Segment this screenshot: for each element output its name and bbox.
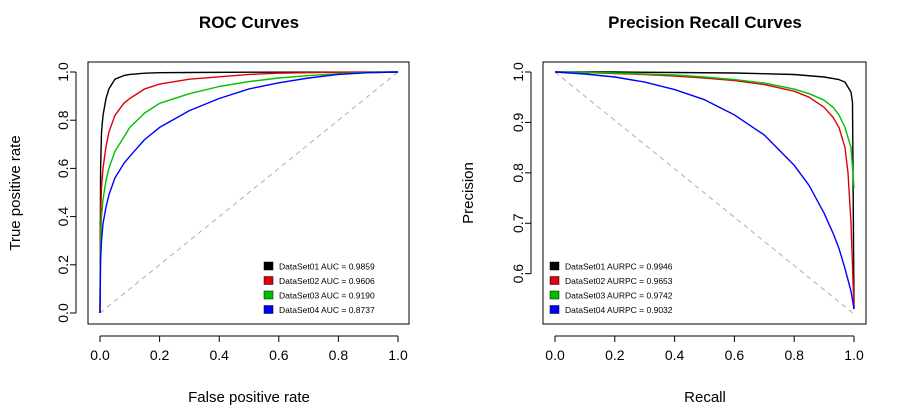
pr-series-line-dataset03 — [554, 71, 855, 189]
pr-reference-diagonal — [554, 71, 855, 315]
pr-x-tick-label: 0.0 — [545, 347, 565, 363]
roc-plot-frame — [87, 61, 410, 325]
roc-legend-entry: DataSet03 AUC = 0.9190 — [279, 291, 375, 301]
pr-legend-entry: DataSet04 AURPC = 0.9032 — [565, 305, 673, 315]
pr-series-line-dataset04 — [554, 71, 855, 310]
roc-legend-swatch — [263, 305, 274, 314]
pr-legend-swatch — [549, 276, 560, 285]
roc-legend: DataSet01 AUC = 0.9859 DataSet02 AUC = 0.… — [263, 261, 375, 315]
roc-y-tick-label: 0.8 — [55, 110, 71, 130]
roc-series-line-dataset02 — [99, 71, 399, 314]
roc-x-tick-label: 1.0 — [388, 347, 408, 363]
roc-y-tick-label: 0.0 — [55, 303, 71, 323]
pr-legend-swatch — [549, 261, 560, 271]
pr-plot-frame — [542, 61, 867, 325]
roc-series-line-dataset03 — [99, 71, 399, 314]
roc-chart: ROC Curves False positive rate True posi… — [7, 13, 410, 406]
pr-x-tick-label: 0.4 — [665, 347, 685, 363]
pr-legend: DataSet01 AURPC = 0.9946 DataSet02 AURPC … — [549, 261, 673, 315]
roc-legend-entry: DataSet04 AUC = 0.8737 — [279, 305, 375, 315]
pr-y-tick-label: 1.0 — [510, 62, 526, 82]
roc-series-line-dataset04 — [99, 71, 399, 314]
roc-x-tick-label: 0.4 — [209, 347, 229, 363]
pr-y-tick-label: 0.6 — [510, 264, 526, 284]
roc-title: ROC Curves — [199, 13, 299, 32]
roc-reference-diagonal — [99, 71, 399, 314]
roc-y-tick-label: 1.0 — [55, 62, 71, 82]
roc-x-tick-label: 0.8 — [329, 347, 349, 363]
roc-legend-swatch — [263, 290, 274, 300]
pr-x-tick-label: 0.2 — [605, 347, 625, 363]
pr-title: Precision Recall Curves — [608, 13, 802, 32]
roc-y-tick-label: 0.4 — [55, 207, 71, 227]
pr-x-tick-label: 0.6 — [725, 347, 745, 363]
pr-x-axis-label: Recall — [684, 389, 726, 406]
roc-legend-entry: DataSet01 AUC = 0.9859 — [279, 262, 375, 272]
pr-series-line-dataset01 — [555, 71, 855, 310]
pr-x-tick-label: 0.8 — [784, 347, 804, 363]
pr-legend-entry: DataSet03 AURPC = 0.9742 — [565, 291, 673, 301]
pr-y-tick-label: 0.9 — [510, 112, 526, 132]
roc-x-axis-label: False positive rate — [188, 389, 310, 406]
pr-y-tick-label: 0.7 — [510, 213, 526, 233]
pr-series-line-dataset02 — [554, 71, 855, 310]
roc-x-tick-label: 0.2 — [150, 347, 170, 363]
roc-y-tick-label: 0.6 — [55, 158, 71, 178]
pr-legend-entry: DataSet02 AURPC = 0.9653 — [565, 276, 673, 286]
pr-legend-entry: DataSet01 AURPC = 0.9946 — [565, 262, 673, 272]
roc-series-line-dataset01 — [99, 71, 399, 314]
roc-x-tick-label: 0.0 — [90, 347, 110, 363]
roc-legend-entry: DataSet02 AUC = 0.9606 — [279, 276, 375, 286]
roc-x-tick-label: 0.6 — [269, 347, 289, 363]
pr-legend-swatch — [549, 305, 560, 314]
pr-chart: Precision Recall Curves Recall Precision… — [460, 13, 867, 406]
roc-y-axis-label: True positive rate — [7, 135, 24, 250]
pr-y-tick-label: 0.8 — [510, 163, 526, 183]
roc-y-tick-label: 0.2 — [55, 255, 71, 275]
pr-legend-swatch — [549, 290, 560, 300]
pr-x-tick-label: 1.0 — [844, 347, 864, 363]
pr-y-axis-label: Precision — [460, 162, 477, 224]
roc-legend-swatch — [263, 276, 274, 285]
roc-legend-swatch — [263, 261, 274, 271]
